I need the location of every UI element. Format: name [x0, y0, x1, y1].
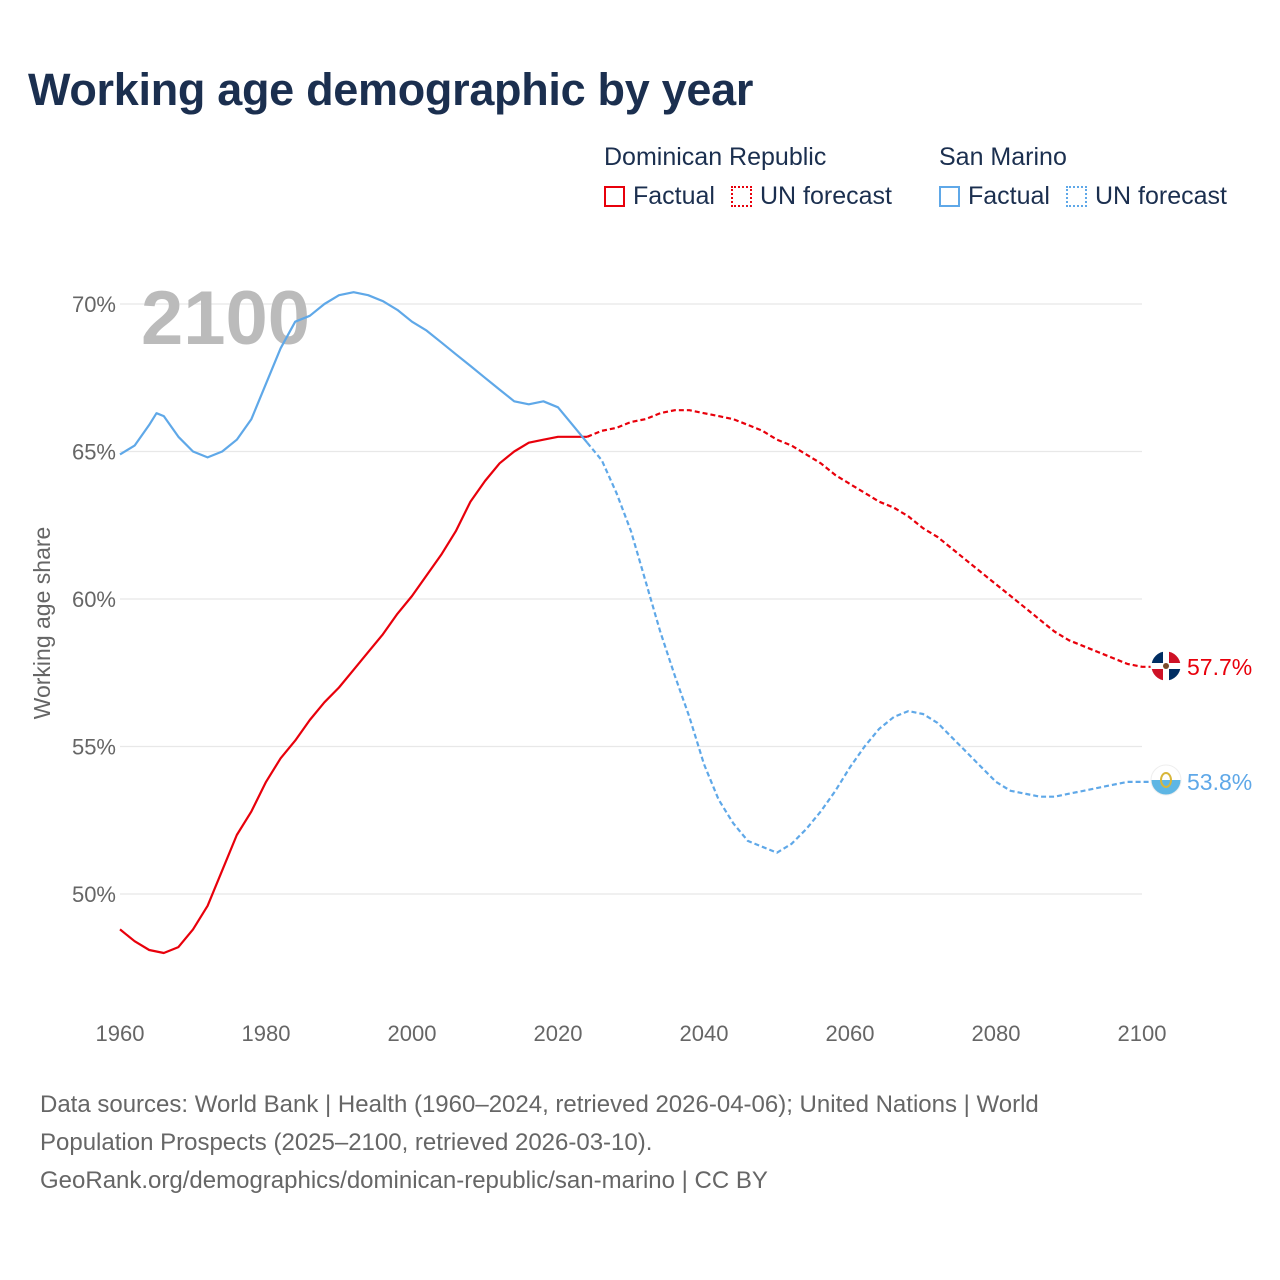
san-marino-flag-icon — [1150, 764, 1182, 796]
dominican-republic-end-value-label: 57.7% — [1187, 654, 1252, 680]
x-tick-label: 2000 — [388, 1021, 437, 1046]
legend-factual-label: Factual — [633, 181, 715, 210]
legend-factual-swatch — [939, 185, 960, 207]
footer-line: Population Prospects (2025–2100, retriev… — [40, 1129, 653, 1156]
legend-dominican-republic: Dominican Republic Factual UN forecast — [604, 140, 908, 211]
legend-forecast-swatch — [1065, 185, 1087, 207]
footer-line: Data sources: World Bank | Health (1960–… — [40, 1091, 1039, 1118]
y-tick-label: 60% — [72, 587, 116, 612]
y-tick-label: 55% — [72, 735, 116, 760]
san-marino-end-value-label: 53.8% — [1187, 769, 1252, 795]
legend-country-name: Dominican Republic — [604, 143, 827, 171]
x-tick-label: 2040 — [680, 1021, 729, 1046]
x-tick-label: 1980 — [242, 1021, 291, 1046]
legend-forecast-swatch — [730, 185, 752, 207]
x-tick-label: 2080 — [972, 1021, 1021, 1046]
y-tick-label: 65% — [72, 440, 116, 465]
y-tick-label: 50% — [72, 882, 116, 907]
footer-line: GeoRank.org/demographics/dominican-repub… — [40, 1167, 768, 1194]
legend-country-name: San Marino — [939, 143, 1067, 171]
legend-factual-swatch — [604, 185, 625, 207]
san-marino-factual-line — [119, 291, 589, 459]
san-marino-forecast-line — [586, 441, 1164, 854]
legend-forecast-label: UN forecast — [759, 181, 892, 210]
footer-sources: Data sources: World Bank | Health (1960–… — [40, 1086, 1240, 1200]
y-axis-label: Working age share — [29, 527, 55, 720]
legend-forecast-label: UN forecast — [1094, 181, 1227, 210]
dominican-republic-forecast-line — [586, 409, 1164, 668]
x-tick-label: 2060 — [826, 1021, 875, 1046]
dominican-republic-factual-line — [119, 435, 588, 955]
y-tick-label: 70% — [72, 292, 116, 317]
x-tick-label: 2100 — [1118, 1021, 1167, 1046]
chart-title: Working age demographic by year — [28, 64, 754, 115]
legend-san-marino: San Marino Factual UN forecast — [939, 140, 1243, 211]
legend-factual-label: Factual — [968, 181, 1050, 210]
x-tick-label: 1960 — [96, 1021, 145, 1046]
year-watermark: 2100 — [141, 276, 310, 361]
dominican-republic-flag-icon — [1150, 650, 1182, 682]
x-tick-label: 2020 — [534, 1021, 583, 1046]
